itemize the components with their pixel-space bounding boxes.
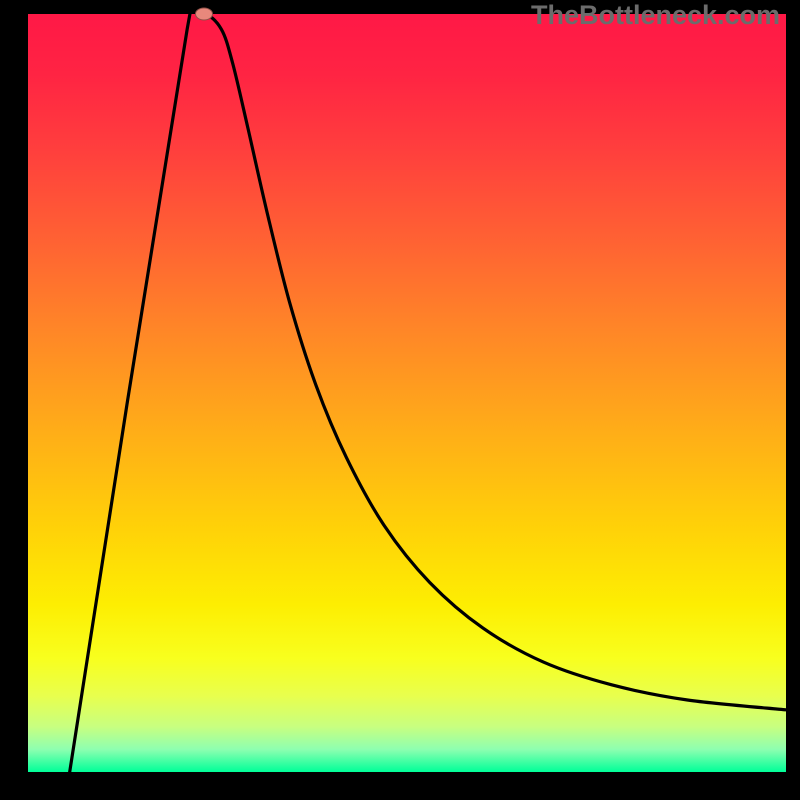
curve-line — [28, 14, 786, 772]
minimum-marker — [195, 8, 213, 21]
chart-container: TheBottleneck.com — [0, 0, 800, 800]
plot-area — [28, 14, 786, 772]
watermark-text: TheBottleneck.com — [531, 0, 780, 31]
